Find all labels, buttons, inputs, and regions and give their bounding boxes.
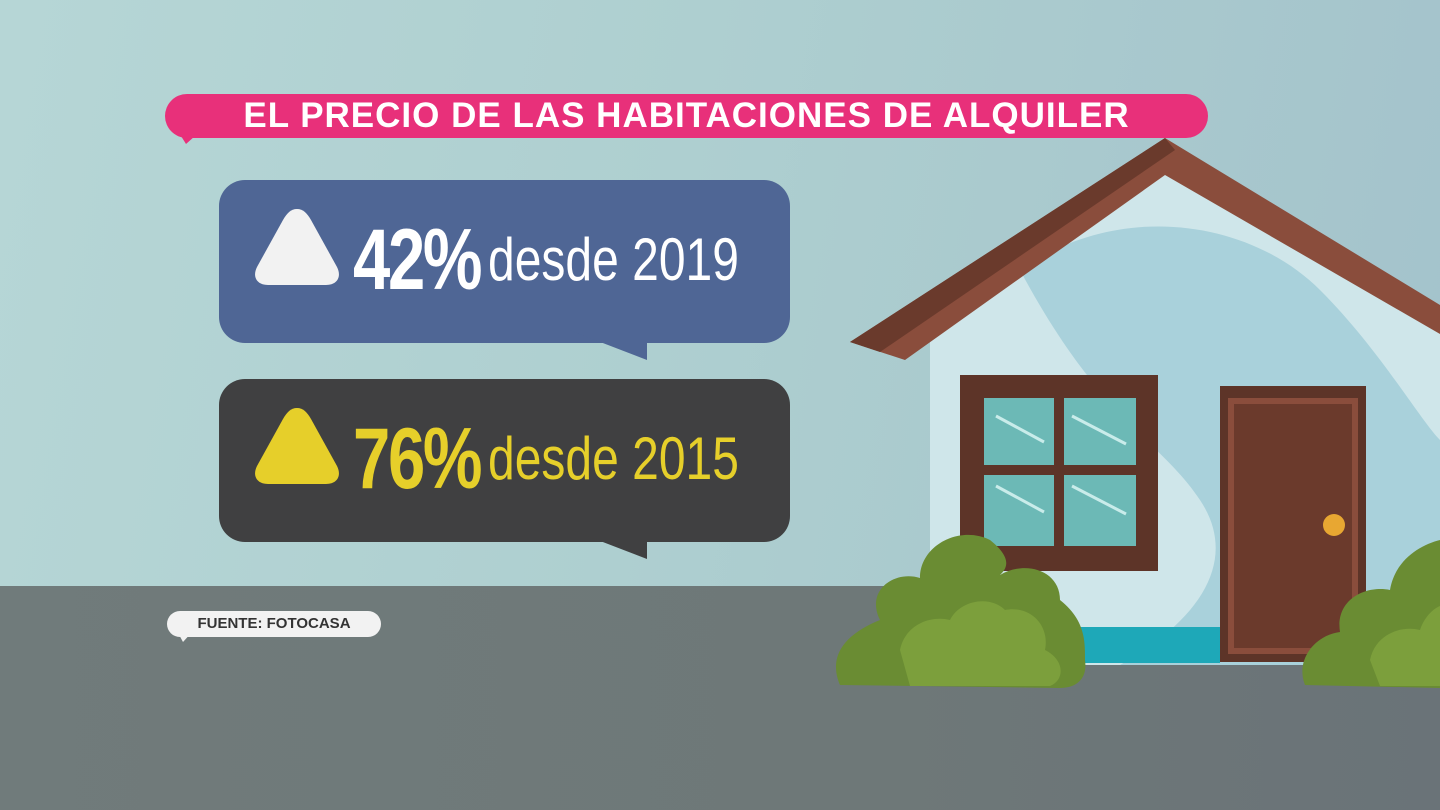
stat-text: 42% desde 2019 xyxy=(353,210,802,310)
stat-since: desde 2015 xyxy=(488,425,740,492)
stat-bubble-2015: 76% desde 2015 xyxy=(219,379,790,559)
source-bubble: FUENTE: FOTOCASA xyxy=(167,611,381,642)
stat-since: desde 2019 xyxy=(488,226,740,293)
title: EL PRECIO DE LAS HABITACIONES DE ALQUILE… xyxy=(243,96,1130,135)
title-bubble: EL PRECIO DE LAS HABITACIONES DE ALQUILE… xyxy=(165,94,1208,144)
source-label: FUENTE: FOTOCASA xyxy=(197,615,351,632)
bubble-tail xyxy=(569,330,647,360)
stat-text: 76% desde 2015 xyxy=(353,409,802,509)
up-arrow-icon xyxy=(255,408,339,484)
source-bubble-tail xyxy=(177,631,193,642)
house-illustration xyxy=(835,138,1440,688)
stat-percentage: 76% xyxy=(353,411,483,507)
up-arrow-icon xyxy=(255,209,339,285)
title-bubble-tail xyxy=(176,128,204,144)
stat-percentage: 42% xyxy=(353,212,483,308)
bubble-tail xyxy=(569,529,647,559)
stat-bubble-2019: 42% desde 2019 xyxy=(219,180,790,360)
